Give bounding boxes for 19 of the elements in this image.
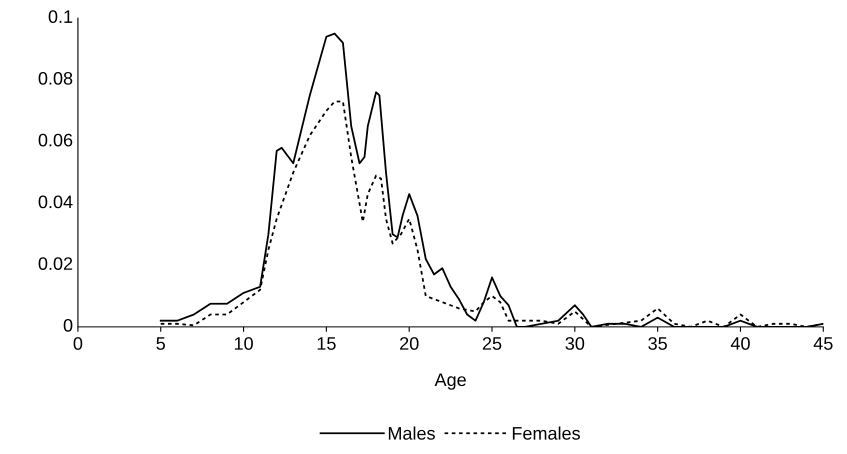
y-tick-label: 0.08: [38, 72, 72, 85]
x-tick-label: 5: [156, 337, 166, 350]
x-tick-label: 10: [234, 337, 253, 350]
x-tick-label: 0: [74, 337, 82, 350]
x-axis-title: Age: [434, 374, 466, 390]
x-tick-label: 35: [648, 337, 667, 350]
y-tick-label: 0: [64, 318, 72, 332]
y-tick-label: 0.1: [48, 10, 72, 24]
x-tick-label: 15: [318, 337, 336, 350]
x-tick-label: 30: [565, 337, 584, 350]
legend-label: Males: [388, 426, 435, 440]
x-tick-label: 20: [400, 337, 419, 350]
x-tick-label: 25: [482, 337, 502, 350]
y-tick-label: 0.06: [38, 134, 72, 146]
legend-label: Females: [512, 426, 580, 440]
y-tick-label: 0.04: [38, 195, 73, 208]
y-tick-label: 0.02: [38, 257, 72, 270]
x-tick-label: 40: [730, 337, 750, 350]
x-tick-label: 45: [814, 337, 833, 350]
